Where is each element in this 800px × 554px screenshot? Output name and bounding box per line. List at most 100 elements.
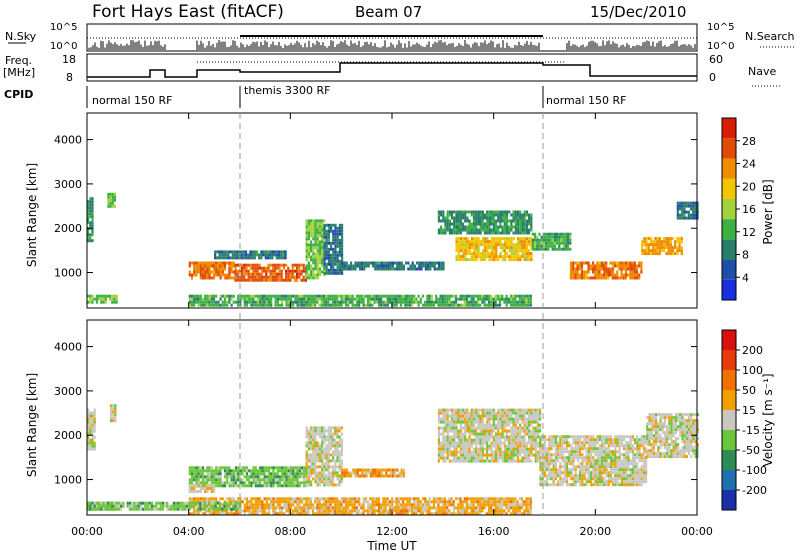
data-cell [243,466,246,470]
data-cell [327,226,330,230]
data-cell [263,497,266,501]
data-cell [488,228,491,232]
data-cell [111,501,114,505]
data-cell [204,490,207,493]
data-cell [389,261,392,265]
data-cell [237,484,240,488]
data-cell [112,416,115,420]
data-cell [298,506,301,510]
data-cell [327,441,330,445]
data-cell [305,276,308,280]
data-cell [332,223,335,227]
data-cell [332,262,335,266]
data-cell [316,483,319,487]
data-cell [591,261,595,265]
data-cell [576,264,579,268]
data-cell [89,426,92,430]
data-cell [190,261,194,265]
data-cell [270,484,273,488]
data-cell [276,263,279,267]
data-cell [215,303,218,307]
data-cell [499,231,502,235]
data-cell [243,469,246,473]
data-cell [221,509,224,513]
data-cell [201,481,205,485]
data-cell [256,300,260,304]
data-cell [263,294,266,298]
data-cell [307,468,310,472]
data-cell [89,501,92,505]
data-cell [551,241,554,245]
data-cell [221,497,224,501]
data-cell [437,438,440,442]
data-cell [430,303,433,307]
data-cell [273,250,276,254]
data-cell [464,420,467,424]
data-cell [331,512,334,516]
data-cell [446,423,449,427]
data-cell [254,469,257,473]
data-cell [241,500,244,504]
data-cell [345,471,348,475]
data-cell [197,490,200,493]
data-cell [318,228,321,232]
data-cell [91,447,94,451]
data-cell [446,414,449,418]
data-cell [329,426,332,430]
data-cell [291,269,294,273]
data-cell [375,300,378,304]
data-cell [596,276,599,280]
data-cell [422,261,425,265]
data-cell [468,258,471,262]
data-cell [576,273,579,277]
data-cell [459,216,462,220]
data-cell [274,275,277,279]
data-cell [252,478,255,482]
data-cell [284,250,287,254]
data-cell [87,203,90,207]
data-cell [300,500,304,504]
data-cell [488,453,491,457]
data-cell [236,507,239,511]
data-cell [453,210,456,214]
data-cell [457,512,460,516]
data-cell [583,261,586,265]
data-cell [241,472,244,476]
data-cell [338,426,341,430]
data-cell [307,273,310,277]
data-cell [327,462,330,466]
data-cell [276,297,279,301]
data-cell [388,503,392,507]
data-cell [229,256,232,260]
data-cell [569,232,572,236]
data-cell [256,297,260,301]
data-cell [574,276,577,280]
data-cell [336,453,339,457]
data-cell [369,512,372,516]
data-cell [282,266,285,270]
data-cell [366,503,370,507]
data-cell [321,255,324,259]
data-cell [206,475,209,479]
data-cell [446,512,449,516]
data-cell [466,240,469,244]
data-cell [338,456,341,460]
data-cell [278,266,281,270]
data-cell [645,252,648,256]
data-cell [312,477,315,481]
data-cell [210,504,213,508]
data-cell [193,472,196,476]
data-cell [596,261,599,265]
data-cell [477,243,480,247]
data-cell [503,258,507,262]
data-cell [440,219,443,223]
data-cell [325,456,328,460]
data-cell [325,500,328,504]
data-cell [643,249,646,253]
data-cell [197,297,200,301]
data-cell [318,506,321,510]
data-cell [206,469,209,473]
data-cell [395,506,398,510]
data-cell [349,503,352,507]
data-cell [437,216,440,220]
